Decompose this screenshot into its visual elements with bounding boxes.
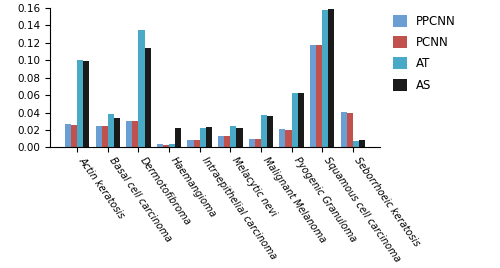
Bar xyxy=(218,136,224,147)
Bar xyxy=(102,126,108,147)
Bar xyxy=(255,139,261,147)
Bar xyxy=(169,144,175,147)
Bar xyxy=(230,126,236,147)
Bar xyxy=(84,61,89,147)
Bar xyxy=(224,136,230,147)
Bar xyxy=(359,140,365,147)
Bar xyxy=(292,94,298,147)
Bar xyxy=(310,45,316,147)
Bar xyxy=(114,118,120,147)
Legend: PPCNN, PCNN, AT, AS: PPCNN, PCNN, AT, AS xyxy=(389,11,460,95)
Bar xyxy=(322,10,328,147)
Bar xyxy=(286,130,292,147)
Bar xyxy=(126,121,132,147)
Bar xyxy=(298,92,304,147)
Bar xyxy=(65,124,71,147)
Bar xyxy=(267,116,273,147)
Bar xyxy=(138,30,144,147)
Bar xyxy=(157,144,163,147)
Bar xyxy=(132,121,138,147)
Bar xyxy=(194,140,200,147)
Bar xyxy=(346,113,353,147)
Bar xyxy=(108,114,114,147)
Bar xyxy=(77,60,84,147)
Bar xyxy=(280,129,285,147)
Bar xyxy=(316,46,322,147)
Bar xyxy=(340,112,346,147)
Bar xyxy=(353,141,359,147)
Bar xyxy=(248,139,255,147)
Bar xyxy=(200,128,206,147)
Bar xyxy=(206,127,212,147)
Bar xyxy=(328,9,334,147)
Bar xyxy=(188,140,194,147)
Bar xyxy=(144,48,150,147)
Bar xyxy=(163,145,169,147)
Bar xyxy=(236,128,242,147)
Bar xyxy=(96,126,102,147)
Bar xyxy=(175,128,182,147)
Bar xyxy=(261,115,267,147)
Bar xyxy=(71,125,77,147)
